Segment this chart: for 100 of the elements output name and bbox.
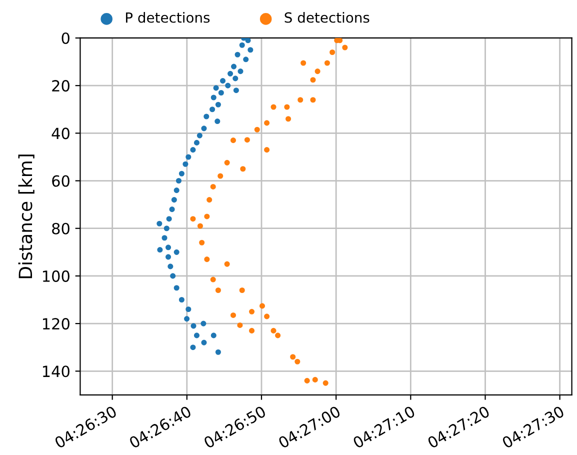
point xyxy=(176,178,182,184)
point xyxy=(197,223,203,229)
point xyxy=(174,249,180,255)
point xyxy=(196,132,202,138)
point xyxy=(264,147,270,153)
point xyxy=(237,322,243,328)
point xyxy=(232,76,238,82)
point xyxy=(178,296,184,303)
point xyxy=(162,235,168,241)
point xyxy=(239,42,245,48)
point xyxy=(322,380,328,386)
point xyxy=(199,240,205,246)
point xyxy=(312,376,318,382)
point xyxy=(204,114,210,120)
point xyxy=(314,68,320,74)
point xyxy=(201,340,207,346)
point xyxy=(206,197,212,203)
point xyxy=(218,173,224,179)
point xyxy=(168,264,174,270)
point xyxy=(248,308,255,314)
point xyxy=(259,303,266,309)
point xyxy=(184,316,190,322)
point xyxy=(310,77,316,83)
point xyxy=(233,88,239,94)
point xyxy=(264,314,270,320)
point xyxy=(186,154,192,160)
point xyxy=(166,216,172,222)
y-tick-label: 100 xyxy=(42,270,70,282)
point xyxy=(245,38,251,44)
point xyxy=(182,161,188,167)
point xyxy=(204,256,210,262)
y-tick-label: 0 xyxy=(62,32,70,44)
point xyxy=(218,90,224,96)
point xyxy=(330,49,336,56)
point xyxy=(220,78,226,84)
point xyxy=(194,140,200,146)
point xyxy=(210,332,216,338)
y-tick-label: 60 xyxy=(52,175,70,187)
point xyxy=(254,126,260,132)
point xyxy=(230,138,236,144)
point xyxy=(244,137,250,143)
point xyxy=(284,104,290,110)
point xyxy=(190,344,196,350)
point xyxy=(240,166,246,172)
point xyxy=(178,170,184,176)
y-tick-label: 80 xyxy=(52,222,70,234)
point xyxy=(342,44,348,50)
point xyxy=(170,273,176,279)
point xyxy=(224,160,230,166)
point xyxy=(304,378,310,384)
point xyxy=(230,312,236,318)
point xyxy=(228,70,234,76)
point xyxy=(171,197,177,203)
point xyxy=(201,126,207,132)
point xyxy=(238,68,244,74)
point xyxy=(190,323,196,329)
point xyxy=(190,216,196,222)
point xyxy=(234,52,240,58)
point xyxy=(275,332,281,338)
point xyxy=(298,97,304,103)
point xyxy=(200,320,206,326)
point xyxy=(174,285,180,291)
point xyxy=(310,97,316,103)
point xyxy=(225,82,231,88)
point xyxy=(174,188,180,194)
point xyxy=(169,206,175,212)
point xyxy=(215,349,221,355)
point xyxy=(165,244,172,250)
point xyxy=(286,116,292,122)
point xyxy=(324,60,330,66)
point xyxy=(294,358,300,364)
point xyxy=(248,47,254,53)
legend-label: P detections xyxy=(126,12,210,23)
point xyxy=(214,118,220,124)
point xyxy=(156,220,162,226)
legend-label: S detections xyxy=(284,12,370,23)
point xyxy=(224,261,230,267)
point xyxy=(165,254,172,260)
point xyxy=(270,104,276,110)
y-tick-label: 40 xyxy=(52,128,70,140)
point xyxy=(210,106,216,112)
point xyxy=(248,328,255,334)
point xyxy=(239,287,245,294)
point xyxy=(290,354,296,360)
point xyxy=(210,184,216,190)
y-tick-label: 140 xyxy=(42,366,70,378)
point xyxy=(190,147,196,153)
point xyxy=(300,60,306,66)
y-axis-title: Distance [km] xyxy=(18,154,34,278)
point xyxy=(231,64,237,70)
y-tick-label: 120 xyxy=(42,318,70,330)
point xyxy=(210,276,216,282)
point xyxy=(157,247,163,253)
point xyxy=(270,328,276,334)
point xyxy=(164,226,170,232)
point xyxy=(215,287,221,294)
y-tick-label: 20 xyxy=(52,80,70,92)
point xyxy=(204,214,210,220)
point xyxy=(186,306,192,312)
point xyxy=(264,120,270,126)
